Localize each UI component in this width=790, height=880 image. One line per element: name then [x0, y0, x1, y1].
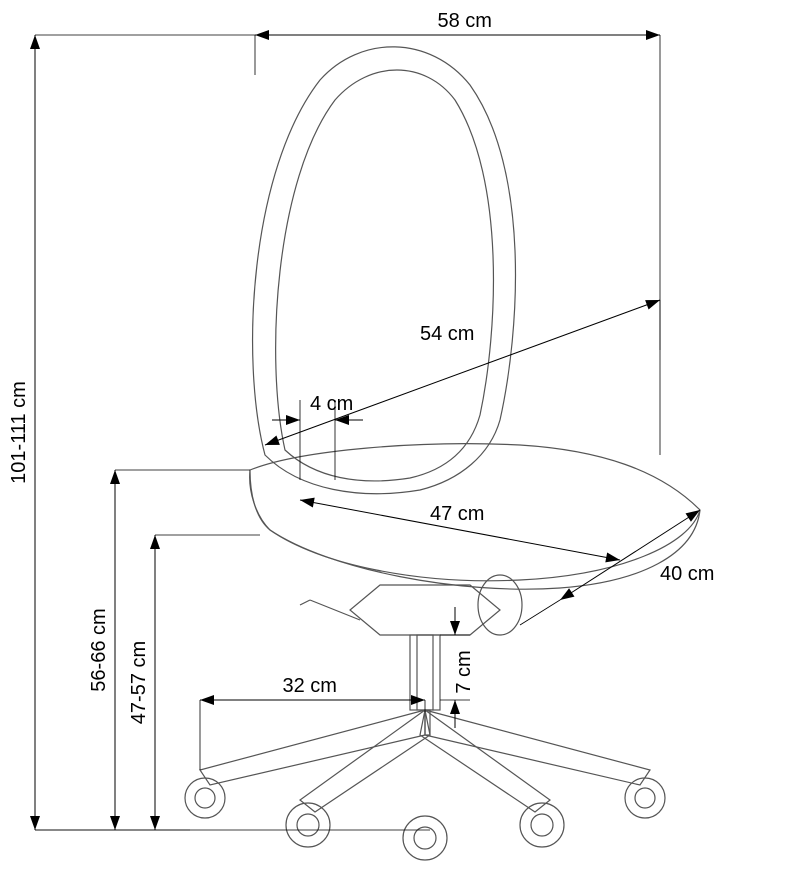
dimension-label: 7 cm — [453, 650, 475, 693]
dimension-label: 4 cm — [310, 393, 353, 415]
dimension-label: 101-111 cm — [8, 381, 30, 484]
dimension-label: 40 cm — [660, 563, 714, 585]
dimension-label: 58 cm — [438, 10, 492, 32]
chair-illustration — [185, 47, 700, 860]
dimension-label: 47-57 cm — [128, 641, 150, 724]
dimension-label: 32 cm — [283, 675, 337, 697]
dimension-label: 54 cm — [420, 323, 474, 345]
dimension-label: 47 cm — [430, 503, 484, 525]
dimension-label: 56-66 cm — [88, 608, 110, 691]
